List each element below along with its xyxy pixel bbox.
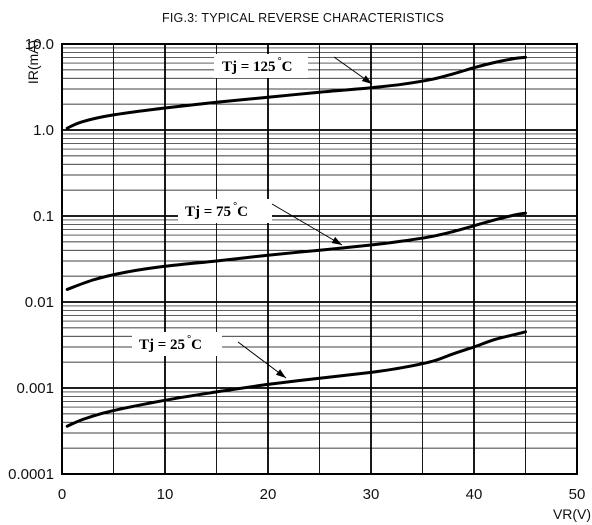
annotation-background: [132, 332, 222, 356]
series-label-main: Tj = 125: [222, 59, 276, 75]
series-label-unit: C: [191, 337, 202, 353]
arrowhead: [361, 75, 372, 84]
degree-sign: °: [187, 334, 191, 345]
arrowhead: [331, 236, 342, 245]
y-tick-labels: 10.0 1.0 0.1 0.01 0.001 0.0001: [8, 36, 54, 483]
x-tick-label: 50: [569, 486, 586, 503]
degree-sign: °: [278, 56, 282, 67]
series-label: Tj = 25 °C: [139, 334, 202, 353]
x-axis-label: VR(V): [553, 506, 591, 522]
leader-line: [271, 203, 343, 246]
annotation-labels: Tj = 125 °CTj = 75 °CTj = 25 °C: [139, 56, 292, 353]
y-axis-label: IR(mA): [25, 40, 41, 84]
curve-series-2: [65, 211, 527, 291]
x-tick-label: 30: [363, 486, 380, 503]
curves: [65, 55, 527, 428]
annotation-backgrounds: [132, 54, 308, 356]
x-tick-label: 20: [260, 486, 277, 503]
y-tick-label: 1.0: [33, 122, 54, 139]
y-tick-label: 10.0: [25, 36, 54, 53]
leader-arrows: [237, 56, 373, 379]
y-tick-label: 0.01: [25, 294, 54, 311]
major-gridlines: [62, 44, 577, 474]
y-tick-label: 0.1: [33, 208, 54, 225]
curve-series-1: [65, 55, 527, 130]
series-label-main: Tj = 25: [139, 337, 185, 353]
minor-gridlines: [62, 44, 577, 474]
annotation-background: [178, 199, 272, 223]
series-label: Tj = 75 °C: [185, 201, 248, 220]
y-tick-label: 0.001: [16, 380, 54, 397]
curve-series-3: [65, 330, 527, 428]
series-label-unit: C: [237, 204, 248, 220]
arrowhead: [275, 369, 286, 378]
series-label-unit: C: [282, 59, 293, 75]
chart-title: FIG.3: TYPICAL REVERSE CHARACTERISTICS: [162, 11, 444, 25]
annotation-background: [214, 54, 308, 78]
x-tick-label: 10: [157, 486, 174, 503]
series-label: Tj = 125 °C: [222, 56, 292, 75]
x-tick-label: 0: [58, 486, 66, 503]
series-label-main: Tj = 75: [185, 204, 231, 220]
degree-sign: °: [233, 201, 237, 212]
y-tick-label: 0.0001: [8, 466, 54, 483]
plot-frame: [61, 43, 578, 475]
x-tick-labels: 0 10 20 30 40 50: [58, 486, 586, 503]
x-tick-label: 40: [466, 486, 483, 503]
